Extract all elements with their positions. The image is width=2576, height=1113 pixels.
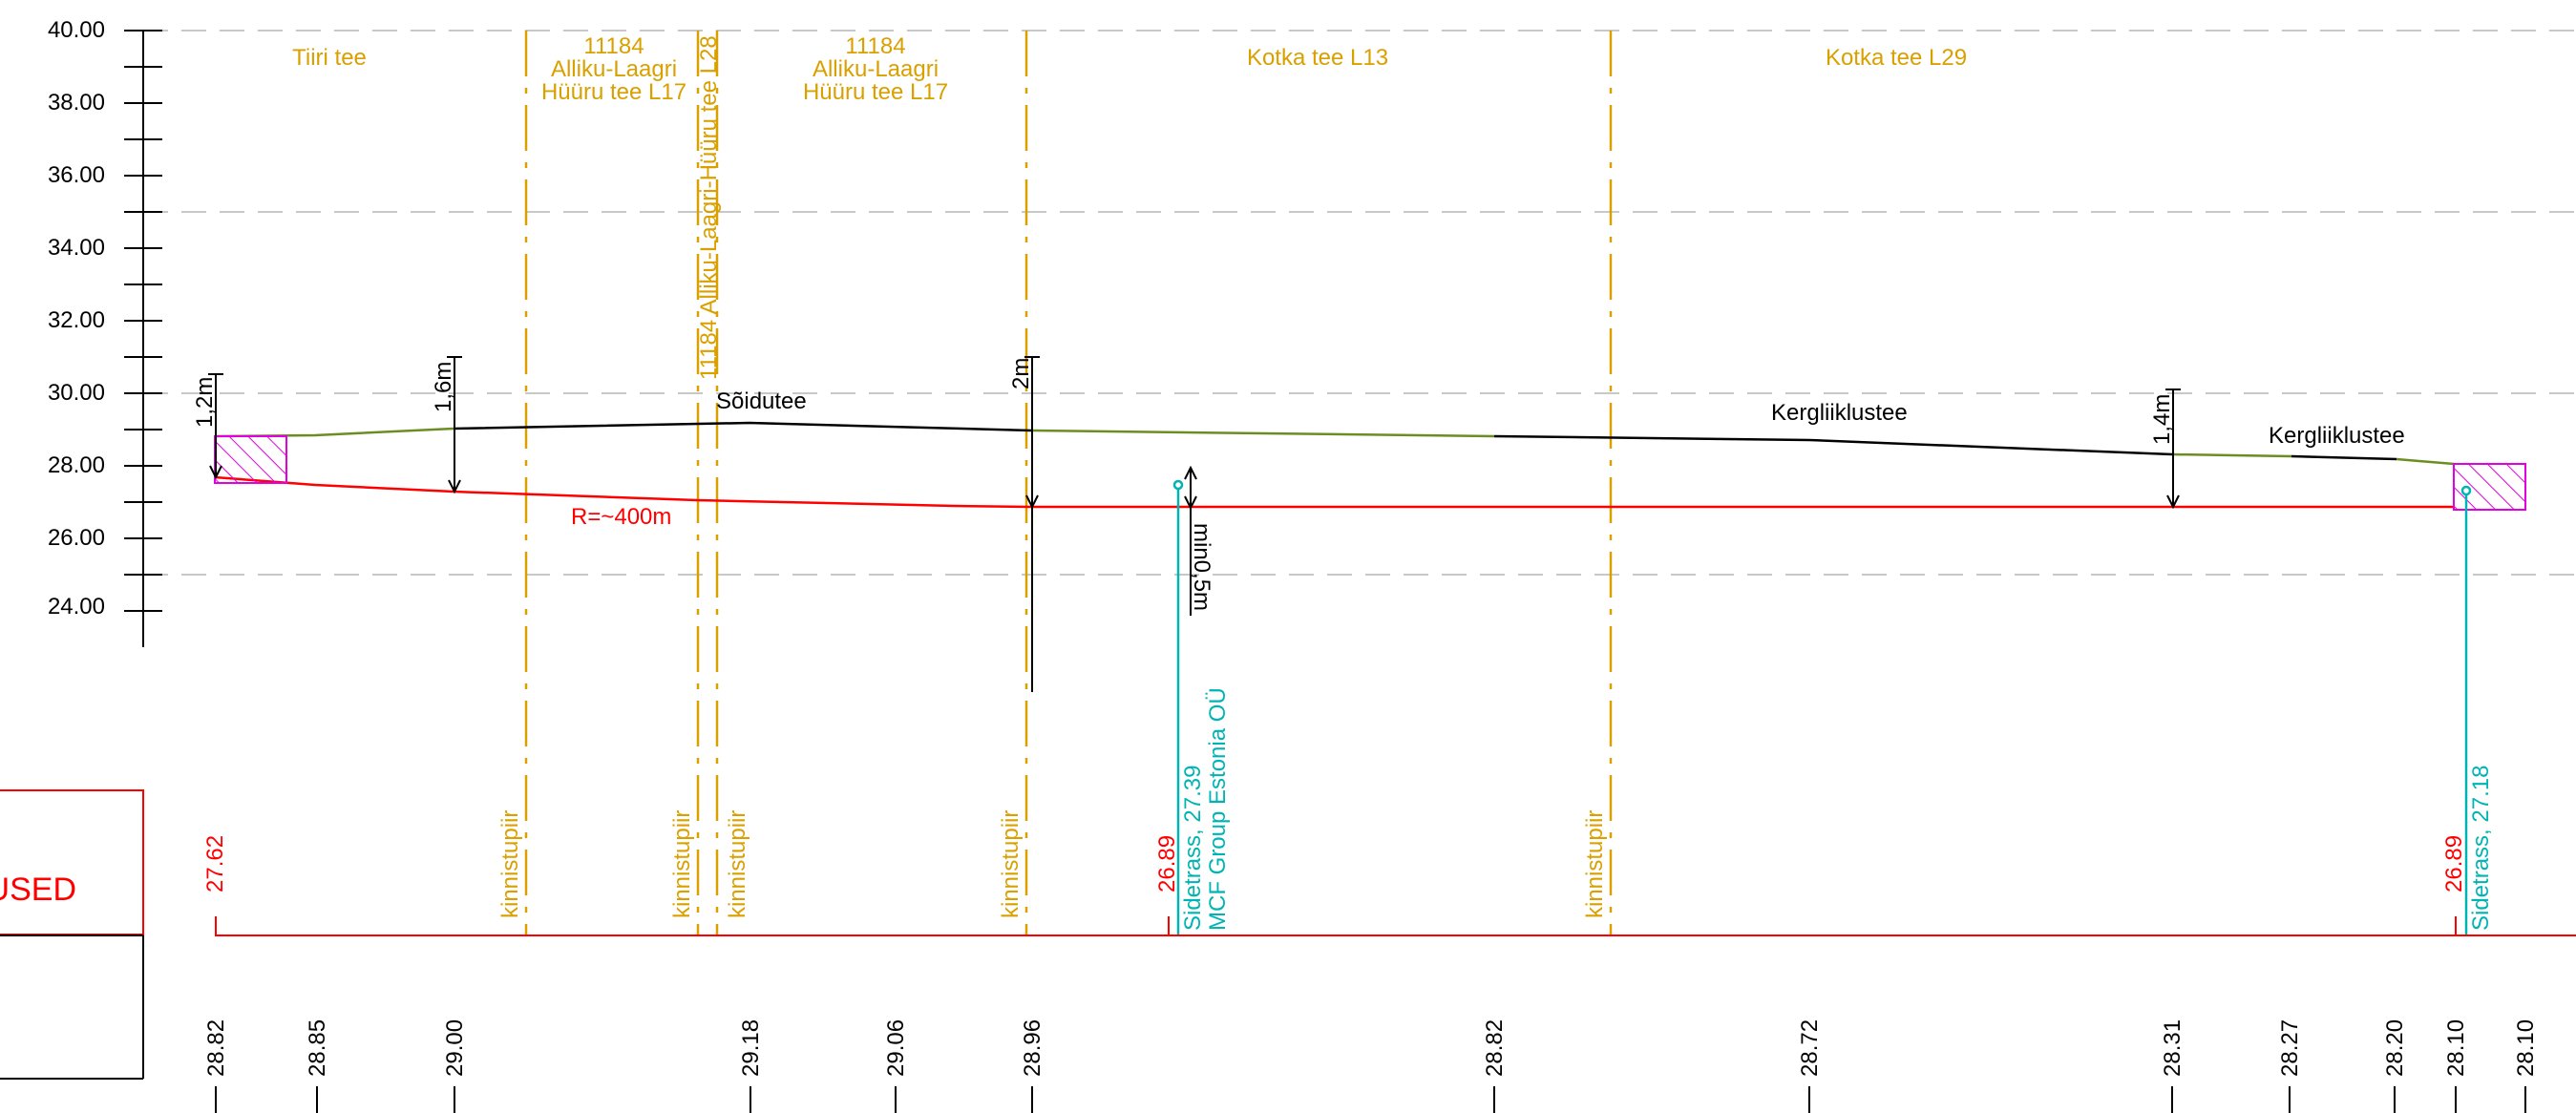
depth-label-4: 1,4m — [2149, 394, 2175, 445]
label-kergliiklustee-1: Kergliiklustee — [1771, 400, 1908, 426]
depth-dimensions — [208, 356, 2181, 692]
section-alliku-2-line1: 11184 — [845, 33, 905, 59]
ground-elev-label: 28.82 — [203, 1019, 229, 1077]
section-alliku-l28: 11184 Alliku-Laagri-Hüüru tee L28 — [696, 35, 722, 380]
boundary-label-4: kinnistupiir — [998, 810, 1024, 918]
ground-elev-label: 28.10 — [2513, 1019, 2539, 1077]
elev-label-32: 32.00 — [48, 307, 105, 333]
section-tiiri-tee: Tiiri tee — [292, 45, 367, 71]
clearance-label: min0,5m — [1189, 523, 1214, 611]
elev-label-36: 36.00 — [48, 162, 105, 188]
pipe-elevation-ticks — [215, 916, 2457, 935]
ground-elev-label: 28.20 — [2382, 1019, 2408, 1077]
depth-label-3: 2m — [1008, 358, 1034, 389]
label-kergliiklustee-2: Kergliiklustee — [2269, 423, 2405, 449]
ground-surface — [214, 421, 2455, 466]
table-row-label: USED — [0, 872, 76, 908]
ground-elev-label: 28.31 — [2160, 1019, 2185, 1077]
pipe-line — [214, 475, 2454, 509]
pit-start — [214, 435, 287, 484]
elev-label-26: 26.00 — [48, 525, 105, 551]
utility-label-1a: Sidetrass, 27.39 — [1180, 766, 1206, 931]
ground-elev-label: 29.18 — [738, 1019, 764, 1077]
depth-label-2: 1,6m — [431, 362, 456, 412]
section-alliku-2-line2: Alliku-Laagri — [813, 56, 939, 82]
ground-elevations: 28.82 28.85 29.00 29.18 29.06 28.96 28.82 28.72… — [203, 1019, 2539, 1113]
elev-label-28: 28.00 — [48, 452, 105, 478]
pipe-elev-2: 26.89 — [1154, 835, 1180, 892]
depth-label-1: 1,2m — [192, 377, 218, 428]
utility-lines — [1172, 479, 2472, 935]
pipe-elev-1: 27.62 — [202, 835, 228, 892]
ground-elev-label: 28.82 — [1482, 1019, 1508, 1077]
elev-label-38: 38.00 — [48, 90, 105, 116]
elev-label-24: 24.00 — [48, 594, 105, 620]
utility-label-2a: Sidetrass, 27.18 — [2468, 766, 2494, 931]
ground-elev-label: 28.96 — [1020, 1019, 1045, 1077]
ground-elev-label: 28.27 — [2277, 1019, 2303, 1077]
elev-label-40: 40.00 — [48, 17, 105, 43]
clearance-indicator — [1184, 465, 1197, 616]
ground-elev-label: 29.00 — [442, 1019, 468, 1077]
elev-label-34: 34.00 — [48, 235, 105, 261]
elevation-axis: 40.00 38.00 36.00 34.00 32.00 30.00 28.0… — [48, 17, 162, 647]
boundary-label-3: kinnistupiir — [725, 810, 750, 918]
ground-elev-label: 29.06 — [883, 1019, 909, 1077]
property-boundaries — [524, 31, 1613, 935]
ground-elev-label: 28.85 — [305, 1019, 330, 1077]
boundary-label-5: kinnistupiir — [1582, 810, 1608, 918]
section-alliku-2-line3: Hüüru tee L17 — [803, 79, 948, 105]
pipe-elev-3: 26.89 — [2441, 835, 2467, 892]
boundary-label-1: kinnistupiir — [497, 810, 523, 918]
property-section-titles: Tiiri tee 11184 Alliku-Laagri Hüüru tee … — [292, 33, 1967, 380]
utility-label-1b: MCF Group Estonia OÜ — [1205, 687, 1231, 931]
section-kotka-l13: Kotka tee L13 — [1247, 45, 1388, 71]
label-soidutee: Sõidutee — [716, 388, 807, 414]
section-alliku-1-line1: 11184 — [583, 33, 644, 59]
section-alliku-1-line2: Alliku-Laagri — [551, 56, 677, 82]
elev-label-30: 30.00 — [48, 380, 105, 406]
ground-elev-label: 28.10 — [2443, 1019, 2469, 1077]
radius-label: R=~400m — [571, 504, 671, 530]
grid-lines — [143, 30, 2576, 576]
ground-elev-label: 28.72 — [1797, 1019, 1823, 1077]
section-kotka-l29: Kotka tee L29 — [1826, 45, 1967, 71]
section-alliku-1-line3: Hüüru tee L17 — [541, 79, 686, 105]
boundary-label-2: kinnistupiir — [669, 810, 695, 918]
data-table: USED — [0, 789, 2576, 1080]
